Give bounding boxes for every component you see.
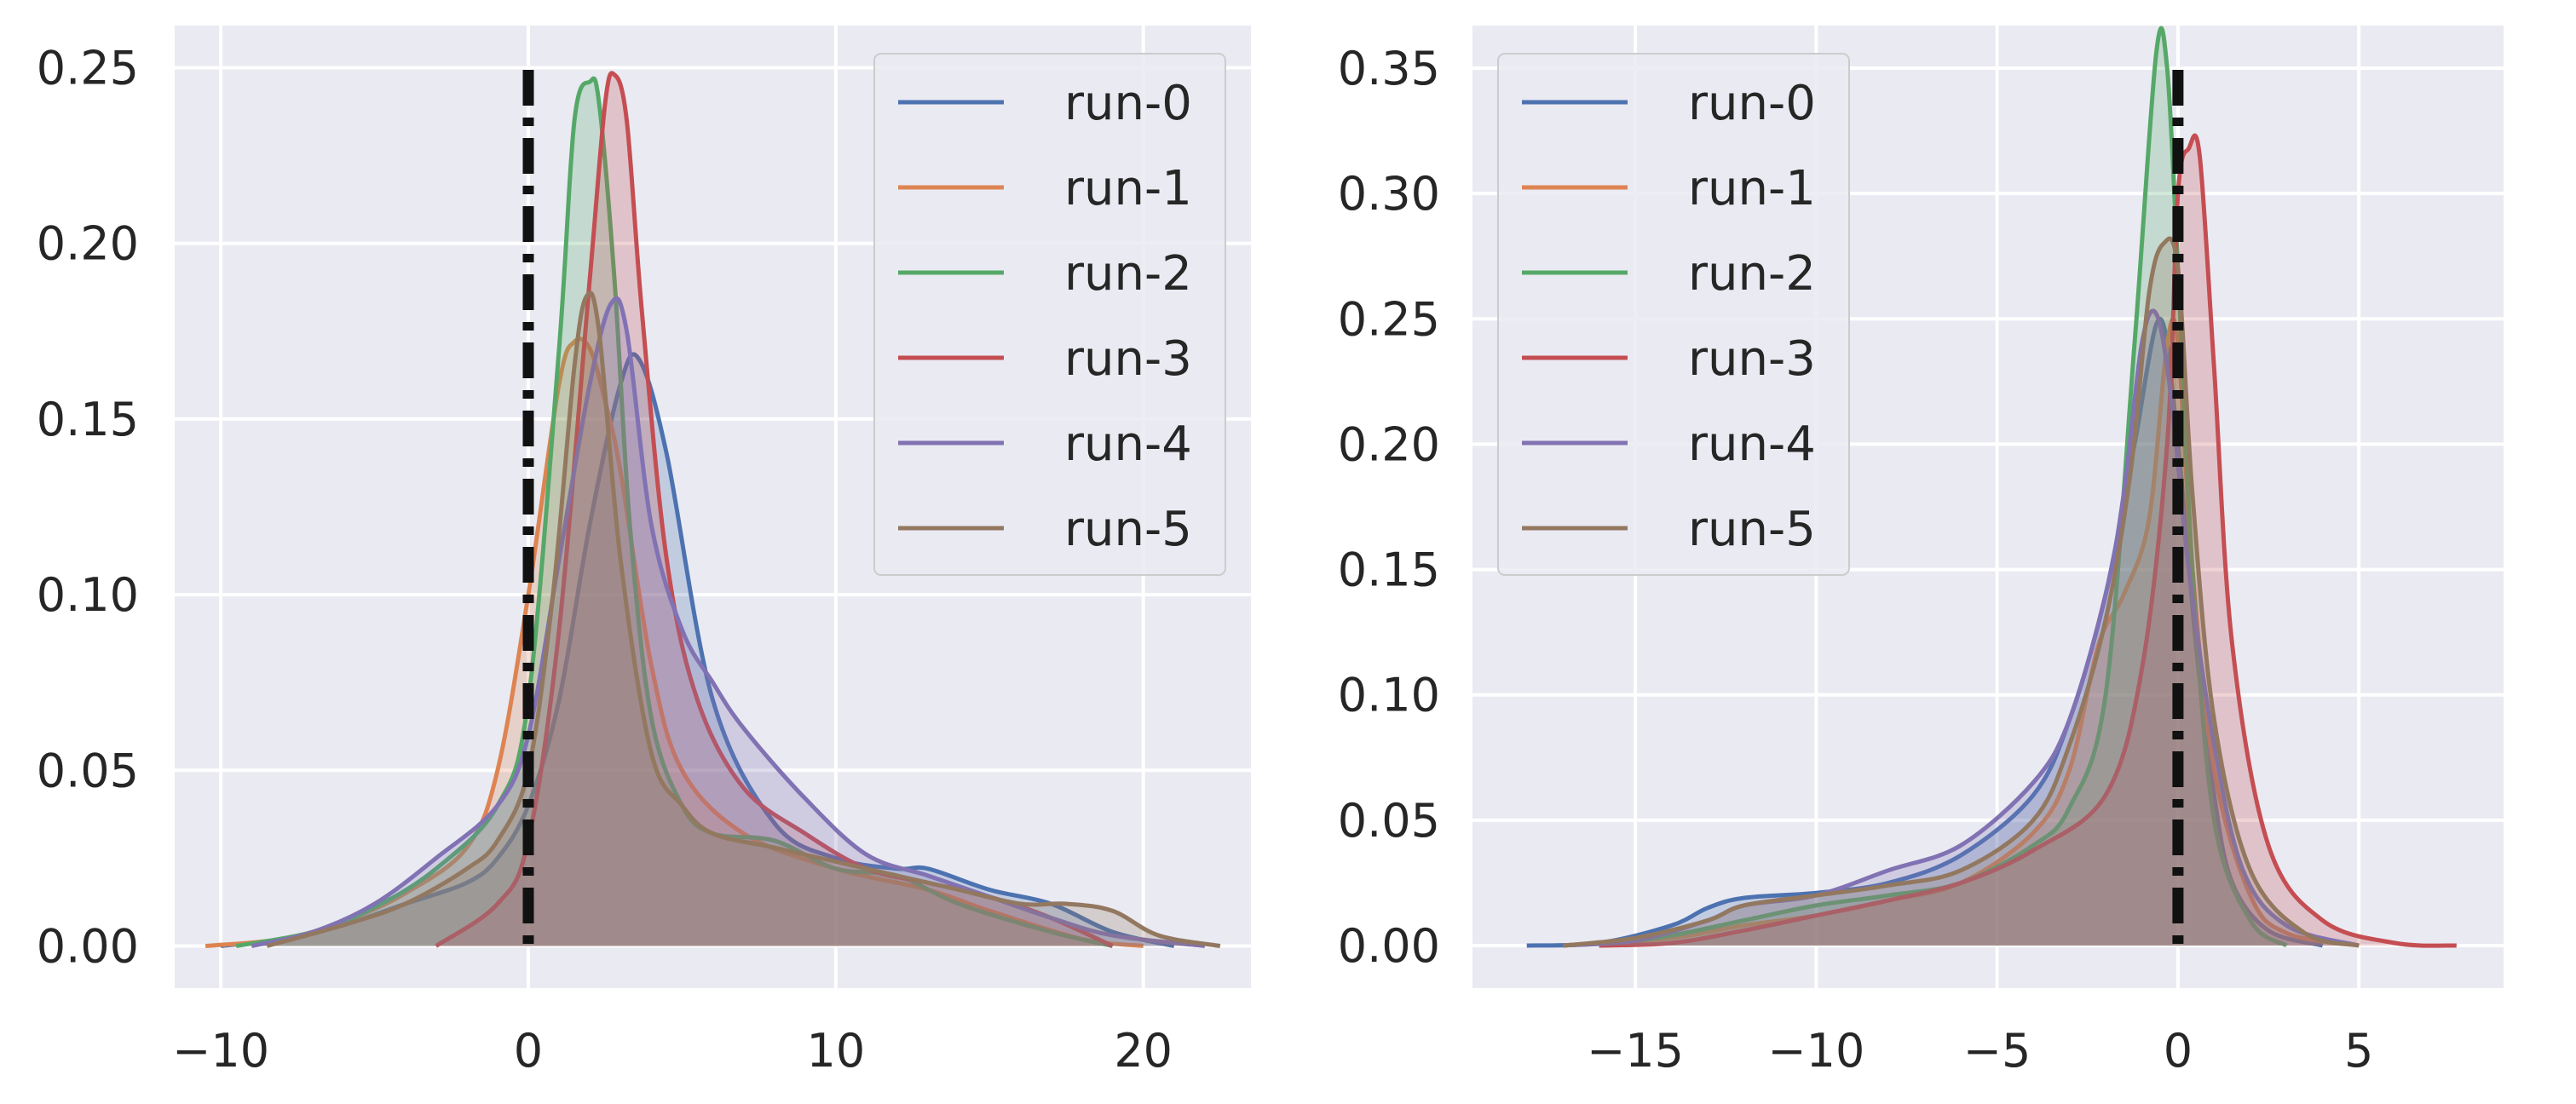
density-fill-run-3 — [435, 72, 1113, 946]
y-tick-label: 0.15 — [1338, 543, 1440, 597]
y-tick-label: 0.00 — [37, 920, 139, 974]
x-tick-label: 10 — [806, 1024, 865, 1078]
y-tick-label: 0.30 — [1338, 167, 1440, 221]
y-tick-label: 0.05 — [1338, 794, 1440, 848]
y-tick-label: 0.20 — [37, 217, 139, 271]
legend-label-run-1: run-1 — [1064, 161, 1192, 216]
legend-label-run-5: run-5 — [1688, 502, 1816, 557]
legend: run-0 run-1 run-2 run-3 run-4 run-5 — [873, 53, 1226, 576]
density-fill-run-5 — [1563, 239, 2360, 946]
x-tick-label: −10 — [1767, 1024, 1864, 1078]
series-group — [205, 71, 1221, 948]
density-fill-run-3 — [1599, 135, 2457, 946]
legend-label-run-1: run-1 — [1688, 161, 1816, 216]
density-fill-run-2 — [1599, 28, 2287, 946]
density-curve-run-2 — [235, 76, 1114, 948]
density-fill-run-0 — [221, 354, 1174, 946]
density-fill-run-4 — [251, 298, 1205, 946]
density-curve-run-0 — [220, 352, 1175, 948]
legend-label-run-3: run-3 — [1064, 331, 1192, 387]
legend: run-0 run-1 run-2 run-3 run-4 run-5 — [1497, 53, 1850, 576]
density-fill-run-1 — [1563, 319, 2360, 946]
y-tick-label: 0.35 — [1338, 42, 1440, 95]
legend-label-run-0: run-0 — [1688, 76, 1816, 131]
y-tick-label: 0.00 — [1338, 919, 1440, 973]
density-curve-run-4 — [251, 296, 1206, 948]
x-tick-label: 0 — [2164, 1024, 2193, 1078]
x-tick-label: 0 — [514, 1024, 543, 1078]
density-fill-run-0 — [1526, 319, 2323, 946]
y-tick-label: 0.20 — [1338, 417, 1440, 471]
density-fill-run-4 — [1563, 310, 2360, 946]
density-curve-run-5 — [266, 290, 1221, 948]
x-tick-label: −15 — [1587, 1024, 1684, 1078]
x-tick-label: 20 — [1114, 1024, 1173, 1078]
density-curve-run-3 — [1599, 133, 2457, 948]
legend-label-run-0: run-0 — [1064, 76, 1192, 131]
y-tick-label: 0.10 — [37, 568, 139, 622]
legend-box — [1497, 53, 1850, 576]
legend-box — [873, 53, 1226, 576]
density-fill-run-1 — [205, 338, 1144, 946]
series-group — [1526, 26, 2457, 948]
y-tick-label: 0.05 — [37, 744, 139, 797]
density-curve-run-1 — [205, 336, 1144, 948]
legend-label-run-4: run-4 — [1688, 417, 1816, 472]
density-curve-run-5 — [1562, 236, 2360, 948]
y-tick-label: 0.10 — [1338, 669, 1440, 722]
legend-label-run-4: run-4 — [1064, 417, 1192, 472]
x-tick-label: 5 — [2344, 1024, 2373, 1078]
chart-panel-1: −10 0 10 200.000.050.100.150.200.25run-0run… — [37, 26, 1251, 1078]
y-tick-label: 0.25 — [1338, 292, 1440, 346]
legend-label-run-5: run-5 — [1064, 502, 1192, 557]
chart-panel-2: −15 −10 −5 0 5 0.00 0.05 0.10 0.15 0.20 0.25 0.30 0.… — [1338, 26, 2504, 1078]
legend-label-run-2: run-2 — [1688, 246, 1816, 302]
legend-label-run-2: run-2 — [1064, 246, 1192, 302]
y-tick-label: 0.15 — [37, 393, 139, 446]
x-tick-label: −10 — [172, 1024, 269, 1078]
y-tick-label: 0.25 — [37, 41, 139, 95]
legend-label-run-3: run-3 — [1688, 331, 1816, 387]
x-tick-label: −5 — [1963, 1024, 2031, 1078]
